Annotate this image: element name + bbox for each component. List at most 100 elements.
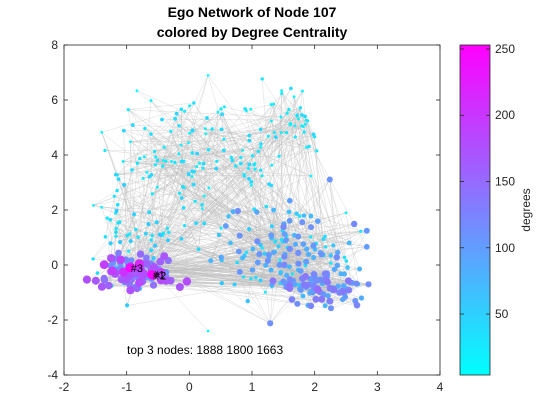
edge bbox=[122, 108, 222, 162]
node-point bbox=[315, 218, 321, 224]
node-point bbox=[249, 107, 253, 111]
colorbar-tick-label: 150 bbox=[495, 175, 515, 189]
node-point bbox=[220, 112, 225, 117]
node-point bbox=[114, 172, 118, 177]
edge bbox=[182, 186, 266, 293]
edge bbox=[152, 163, 242, 195]
node-point bbox=[142, 155, 146, 159]
node-point bbox=[153, 243, 158, 248]
node-point bbox=[331, 266, 338, 272]
node-point bbox=[170, 160, 173, 163]
node-point bbox=[249, 267, 256, 273]
node-point bbox=[210, 127, 214, 131]
node-point bbox=[247, 162, 252, 167]
node-point bbox=[253, 167, 257, 171]
edge bbox=[128, 109, 154, 286]
colorbar bbox=[459, 44, 491, 376]
edge bbox=[282, 241, 332, 264]
node-point bbox=[292, 95, 296, 99]
node-point bbox=[266, 134, 270, 138]
node-point bbox=[365, 281, 372, 288]
node-point bbox=[281, 253, 288, 260]
edge bbox=[150, 133, 258, 263]
x-tick-label: 1 bbox=[249, 380, 256, 394]
edge bbox=[162, 130, 193, 161]
edge bbox=[128, 102, 194, 110]
node-point bbox=[357, 266, 363, 272]
edge bbox=[281, 90, 348, 268]
node-point bbox=[179, 236, 184, 241]
edge bbox=[161, 279, 290, 286]
edge bbox=[154, 151, 197, 167]
node-point bbox=[302, 130, 306, 134]
node-point bbox=[309, 235, 313, 239]
y-tick-label: 0 bbox=[51, 258, 58, 272]
edge bbox=[147, 120, 308, 266]
edge bbox=[92, 214, 135, 260]
edge bbox=[146, 131, 193, 258]
node-point bbox=[222, 137, 226, 141]
node-point bbox=[173, 160, 177, 165]
node-point bbox=[312, 277, 319, 284]
node-point bbox=[99, 260, 109, 270]
node-point bbox=[285, 111, 289, 115]
edge bbox=[261, 78, 291, 124]
y-tick-label: 6 bbox=[51, 93, 58, 107]
node-point bbox=[128, 257, 135, 264]
node-point bbox=[218, 254, 224, 260]
y-tick-label: 2 bbox=[51, 203, 58, 217]
edge bbox=[136, 90, 252, 186]
node-point bbox=[264, 257, 271, 264]
edge bbox=[291, 293, 324, 300]
edge bbox=[249, 135, 262, 145]
node-point bbox=[247, 133, 251, 138]
node-point bbox=[328, 305, 334, 312]
edge bbox=[252, 230, 283, 250]
node-point bbox=[195, 151, 200, 156]
node-point bbox=[181, 206, 186, 210]
node-point bbox=[300, 293, 306, 299]
edge bbox=[207, 75, 359, 285]
node-point bbox=[297, 117, 300, 121]
edge bbox=[244, 108, 261, 130]
y-axis: -4 -2 0 2 4 6 8 bbox=[47, 38, 440, 382]
node-point bbox=[138, 271, 147, 280]
node-point bbox=[188, 131, 192, 135]
node-point bbox=[262, 251, 267, 256]
node-point bbox=[288, 123, 292, 127]
edge bbox=[151, 174, 255, 210]
edge bbox=[118, 179, 147, 260]
node-point bbox=[234, 207, 241, 215]
node-point bbox=[307, 276, 314, 282]
node-point bbox=[116, 255, 125, 265]
node-point bbox=[130, 168, 134, 172]
edge bbox=[314, 136, 325, 256]
node-point bbox=[92, 204, 95, 207]
edge bbox=[132, 124, 206, 129]
node-point bbox=[271, 249, 277, 256]
node-point bbox=[286, 245, 293, 252]
edge bbox=[176, 113, 200, 164]
node-point bbox=[127, 249, 131, 253]
edge bbox=[310, 226, 367, 248]
node-point bbox=[241, 149, 245, 152]
edge bbox=[289, 220, 324, 255]
x-axis: -2 -1 0 1 2 3 4 bbox=[59, 45, 444, 394]
edge bbox=[163, 166, 197, 234]
node-point bbox=[323, 234, 327, 239]
node-point bbox=[298, 268, 304, 274]
node-point bbox=[155, 158, 160, 163]
node-point bbox=[269, 224, 274, 229]
node-point bbox=[243, 107, 247, 111]
node-point bbox=[345, 286, 353, 294]
edge bbox=[132, 124, 183, 187]
node-point bbox=[249, 180, 254, 184]
edge bbox=[152, 163, 200, 195]
node-point bbox=[192, 101, 196, 105]
node-point bbox=[134, 259, 144, 269]
node-point bbox=[108, 241, 113, 246]
node-point bbox=[150, 233, 154, 238]
x-tick-label: -1 bbox=[121, 380, 132, 394]
node-point bbox=[222, 223, 229, 229]
node-point bbox=[202, 221, 207, 226]
